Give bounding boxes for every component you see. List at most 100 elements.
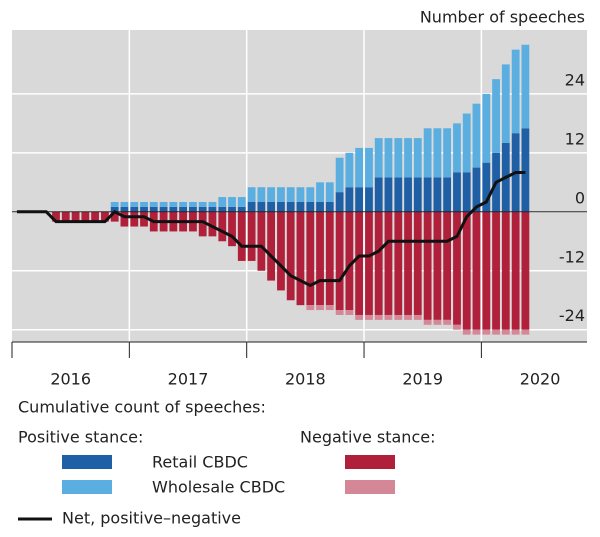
bar bbox=[81, 211, 90, 222]
bar bbox=[325, 211, 334, 306]
bar bbox=[120, 201, 129, 207]
bar bbox=[355, 147, 364, 188]
bar bbox=[482, 211, 491, 330]
bar bbox=[130, 206, 139, 212]
bar bbox=[482, 162, 491, 212]
y-tick-label: -24 bbox=[559, 306, 585, 325]
bar bbox=[384, 177, 393, 212]
bar bbox=[237, 206, 246, 212]
bar bbox=[521, 329, 530, 335]
bar bbox=[159, 206, 168, 212]
bar bbox=[335, 310, 344, 315]
bar bbox=[413, 177, 422, 212]
legend-label: Net, positive–negative bbox=[62, 509, 241, 528]
bar bbox=[159, 201, 168, 207]
bar bbox=[394, 314, 403, 320]
bar bbox=[511, 329, 520, 335]
bar bbox=[140, 201, 148, 207]
bar bbox=[521, 211, 530, 330]
bar bbox=[218, 197, 227, 207]
bar bbox=[492, 329, 500, 335]
bar bbox=[120, 206, 129, 212]
legend-swatch bbox=[62, 455, 112, 469]
bar bbox=[423, 177, 432, 212]
bar bbox=[374, 177, 383, 212]
x-tick-label: 2018 bbox=[285, 370, 326, 389]
bar bbox=[472, 211, 481, 330]
bar bbox=[443, 319, 452, 325]
legend-swatch bbox=[62, 480, 112, 494]
bar bbox=[443, 177, 452, 212]
bar bbox=[277, 187, 285, 202]
bar bbox=[140, 211, 148, 227]
bar bbox=[423, 319, 432, 325]
bar bbox=[228, 197, 236, 207]
bar bbox=[325, 305, 334, 311]
bar bbox=[149, 201, 158, 207]
bar bbox=[208, 201, 217, 207]
bar bbox=[169, 201, 178, 207]
bar bbox=[443, 128, 452, 178]
legend-swatch bbox=[345, 455, 395, 469]
bar bbox=[228, 211, 236, 247]
bar bbox=[257, 211, 266, 271]
y-tick-label: 0 bbox=[575, 188, 585, 207]
bar bbox=[306, 211, 315, 306]
bar bbox=[394, 211, 403, 315]
bar bbox=[413, 314, 422, 320]
bar bbox=[462, 172, 471, 212]
bar bbox=[384, 314, 393, 320]
bar bbox=[413, 211, 422, 315]
bar bbox=[374, 211, 383, 315]
bar bbox=[237, 197, 246, 207]
legend-label: Retail CBDC bbox=[152, 453, 248, 472]
bar bbox=[61, 211, 70, 222]
bar bbox=[130, 211, 139, 227]
bar bbox=[404, 211, 412, 315]
bar bbox=[394, 138, 403, 178]
bar bbox=[325, 182, 334, 202]
bar bbox=[472, 167, 481, 212]
bar bbox=[316, 201, 324, 212]
bar bbox=[198, 201, 207, 207]
y-axis-label: Number of speeches bbox=[420, 8, 585, 27]
bar bbox=[208, 211, 217, 237]
bar bbox=[433, 211, 442, 320]
bar bbox=[433, 319, 442, 325]
bar bbox=[453, 123, 461, 173]
bar bbox=[296, 201, 305, 212]
bar bbox=[433, 128, 442, 178]
bar bbox=[345, 152, 354, 188]
bar bbox=[296, 211, 305, 306]
bar bbox=[325, 201, 334, 212]
bar bbox=[462, 211, 471, 330]
bar bbox=[453, 211, 461, 325]
bar bbox=[355, 211, 364, 315]
bar bbox=[374, 138, 383, 178]
bar bbox=[365, 147, 373, 188]
bar bbox=[374, 314, 383, 320]
bar bbox=[335, 211, 344, 311]
bar bbox=[511, 211, 520, 330]
bar bbox=[355, 187, 364, 212]
bar bbox=[335, 192, 344, 212]
x-tick-label: 2020 bbox=[520, 370, 561, 389]
bar bbox=[482, 93, 491, 163]
bar bbox=[286, 187, 295, 202]
bar bbox=[404, 138, 412, 178]
bar bbox=[52, 211, 60, 222]
bar bbox=[345, 211, 354, 311]
bar bbox=[179, 206, 187, 212]
bar bbox=[365, 314, 373, 320]
bar bbox=[345, 187, 354, 212]
x-tick-label: 2019 bbox=[402, 370, 443, 389]
bar bbox=[169, 206, 178, 212]
bar bbox=[453, 324, 461, 330]
bar bbox=[413, 138, 422, 178]
bar bbox=[198, 211, 207, 237]
bar bbox=[404, 177, 412, 212]
bar bbox=[423, 211, 432, 320]
bar bbox=[482, 329, 491, 335]
legend-group: Positive stance: bbox=[18, 428, 143, 447]
bar bbox=[286, 201, 295, 212]
